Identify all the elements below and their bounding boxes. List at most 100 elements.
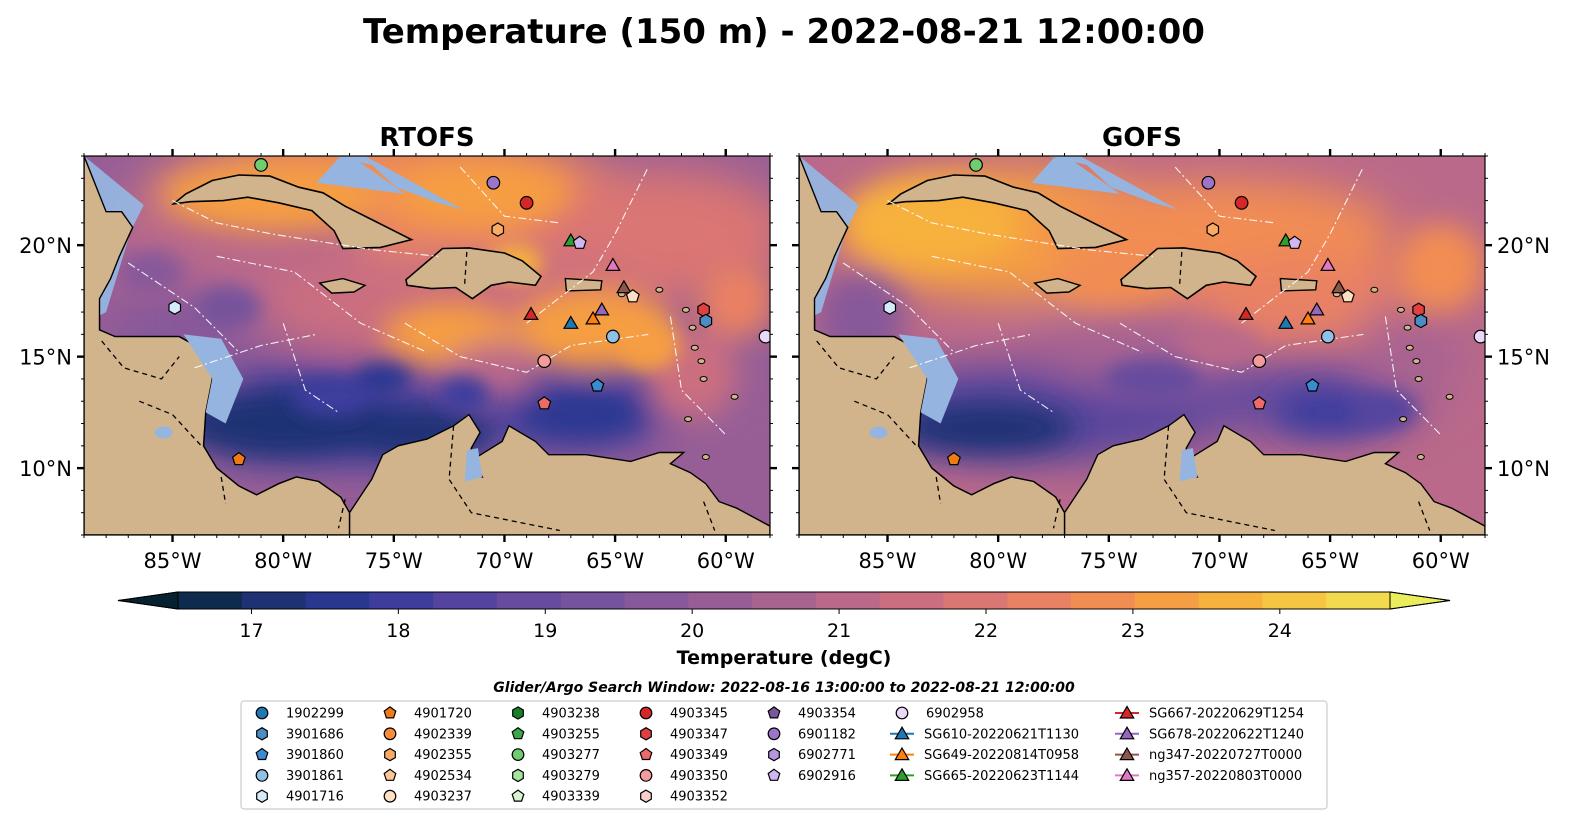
legend-marker bbox=[639, 706, 653, 720]
south-america-land bbox=[348, 413, 770, 535]
legend-marker bbox=[384, 747, 396, 762]
colorbar-bin bbox=[1198, 592, 1263, 609]
legend-marker bbox=[511, 789, 525, 802]
legend-marker bbox=[767, 706, 781, 719]
legend-label: SG678-20220622T1240 bbox=[1149, 727, 1304, 742]
legend-marker bbox=[1119, 705, 1135, 719]
search-window-caption: Glider/Argo Search Window: 2022-08-16 13… bbox=[493, 680, 1075, 696]
legend-marker bbox=[894, 726, 910, 740]
eez-boundary bbox=[1119, 322, 1364, 373]
panel-title: GOFS bbox=[1102, 123, 1182, 153]
figure-title: Temperature (150 m) - 2022-08-21 12:00:0… bbox=[363, 12, 1205, 52]
colorbar-bin bbox=[178, 592, 243, 609]
legend-label: ng347-20220727T0000 bbox=[1149, 748, 1302, 763]
country-border bbox=[448, 425, 560, 532]
country-border bbox=[816, 340, 895, 380]
platform-marker bbox=[1234, 195, 1249, 210]
legend-frame bbox=[240, 700, 1328, 810]
platform-marker bbox=[537, 354, 552, 369]
eez-boundary bbox=[526, 166, 649, 324]
small-island bbox=[690, 344, 699, 351]
legend-label: SG649-20220814T0958 bbox=[924, 748, 1079, 763]
colorbar-bin bbox=[1134, 592, 1200, 609]
temperature-anomaly bbox=[353, 363, 412, 395]
colorbar-tick-label: 17 bbox=[239, 620, 263, 642]
legend-marker bbox=[255, 769, 269, 782]
colorbar-bin bbox=[433, 592, 498, 609]
legend-label: 4903277 bbox=[542, 748, 600, 763]
legend-marker bbox=[511, 748, 525, 761]
longitude-tick-label: 65°W bbox=[586, 549, 644, 573]
colorbar-bin bbox=[496, 592, 562, 609]
small-island bbox=[1416, 453, 1425, 460]
country-border bbox=[935, 476, 942, 504]
lake-nicaragua bbox=[154, 426, 173, 439]
legend-label: 1902299 bbox=[286, 707, 344, 722]
latitude-tick-label: 15°N bbox=[1497, 346, 1550, 370]
legend-marker bbox=[640, 727, 652, 741]
platform-marker bbox=[1473, 329, 1485, 344]
colorbar-tick-label: 21 bbox=[827, 620, 851, 642]
platform-marker bbox=[605, 257, 621, 271]
platform-marker bbox=[254, 158, 268, 172]
legend-marker bbox=[383, 789, 397, 803]
legend-label: 6902916 bbox=[798, 769, 856, 784]
platform-marker bbox=[1340, 289, 1355, 303]
platform-marker bbox=[758, 329, 770, 344]
longitude-tick-label: 70°W bbox=[475, 549, 533, 573]
small-island bbox=[688, 324, 697, 331]
legend-label: 6902958 bbox=[926, 707, 984, 722]
small-island bbox=[730, 393, 739, 400]
eez-boundary bbox=[1174, 166, 1275, 224]
platform-marker bbox=[537, 396, 552, 410]
small-island bbox=[1414, 375, 1423, 382]
country-border bbox=[463, 251, 468, 286]
legend-label: 4903238 bbox=[542, 707, 600, 722]
temperature-anomaly bbox=[699, 263, 770, 339]
colorbar-bin bbox=[1071, 592, 1136, 609]
platform-marker bbox=[697, 302, 710, 318]
platform-marker bbox=[572, 235, 587, 249]
hispaniola-land bbox=[1120, 247, 1258, 300]
jamaica-land bbox=[318, 277, 367, 294]
latitude-tick-label: 10°N bbox=[1497, 457, 1550, 481]
eez-boundary bbox=[172, 200, 439, 257]
platform-marker bbox=[1308, 301, 1325, 316]
colorbar-outline bbox=[117, 591, 1451, 610]
legend-marker bbox=[894, 767, 910, 782]
platform-marker bbox=[593, 301, 610, 316]
platform-marker bbox=[1252, 354, 1267, 369]
puerto-rico-land bbox=[1279, 277, 1318, 292]
platform-marker bbox=[1412, 302, 1425, 318]
small-island bbox=[1370, 286, 1379, 293]
legend-label: SG667-20220629T1254 bbox=[1149, 707, 1304, 722]
small-island bbox=[1396, 306, 1405, 313]
longitude-tick-label: 85°W bbox=[144, 549, 202, 573]
temperature-anomaly bbox=[1179, 325, 1260, 366]
legend-label: 4903255 bbox=[542, 727, 600, 742]
platform-marker bbox=[1414, 313, 1428, 329]
small-island bbox=[1405, 344, 1414, 351]
legend-label: 4903237 bbox=[414, 790, 472, 805]
lake-maracaibo bbox=[464, 448, 483, 482]
platform-marker bbox=[946, 451, 961, 466]
temperature-anomaly bbox=[1104, 358, 1202, 399]
legend-label: 4903345 bbox=[670, 707, 728, 722]
country-border bbox=[101, 340, 180, 380]
colorbar-tick-label: 20 bbox=[680, 620, 704, 642]
platform-marker bbox=[1201, 175, 1216, 190]
colorbar-extend-high bbox=[1389, 591, 1451, 610]
platform-marker bbox=[605, 329, 620, 344]
colorbar-bin bbox=[369, 592, 434, 609]
longitude-tick-label: 80°W bbox=[969, 549, 1027, 573]
platform-marker bbox=[523, 306, 539, 320]
platform-marker bbox=[486, 175, 501, 190]
legend-marker bbox=[639, 747, 653, 761]
temperature-anomaly bbox=[515, 387, 649, 442]
legend-label: 6902771 bbox=[798, 748, 856, 763]
panel-title: RTOFS bbox=[379, 123, 474, 153]
legend-marker bbox=[1119, 746, 1135, 761]
latitude-tick-label: 15°N bbox=[19, 346, 72, 370]
platform-marker bbox=[969, 158, 983, 172]
